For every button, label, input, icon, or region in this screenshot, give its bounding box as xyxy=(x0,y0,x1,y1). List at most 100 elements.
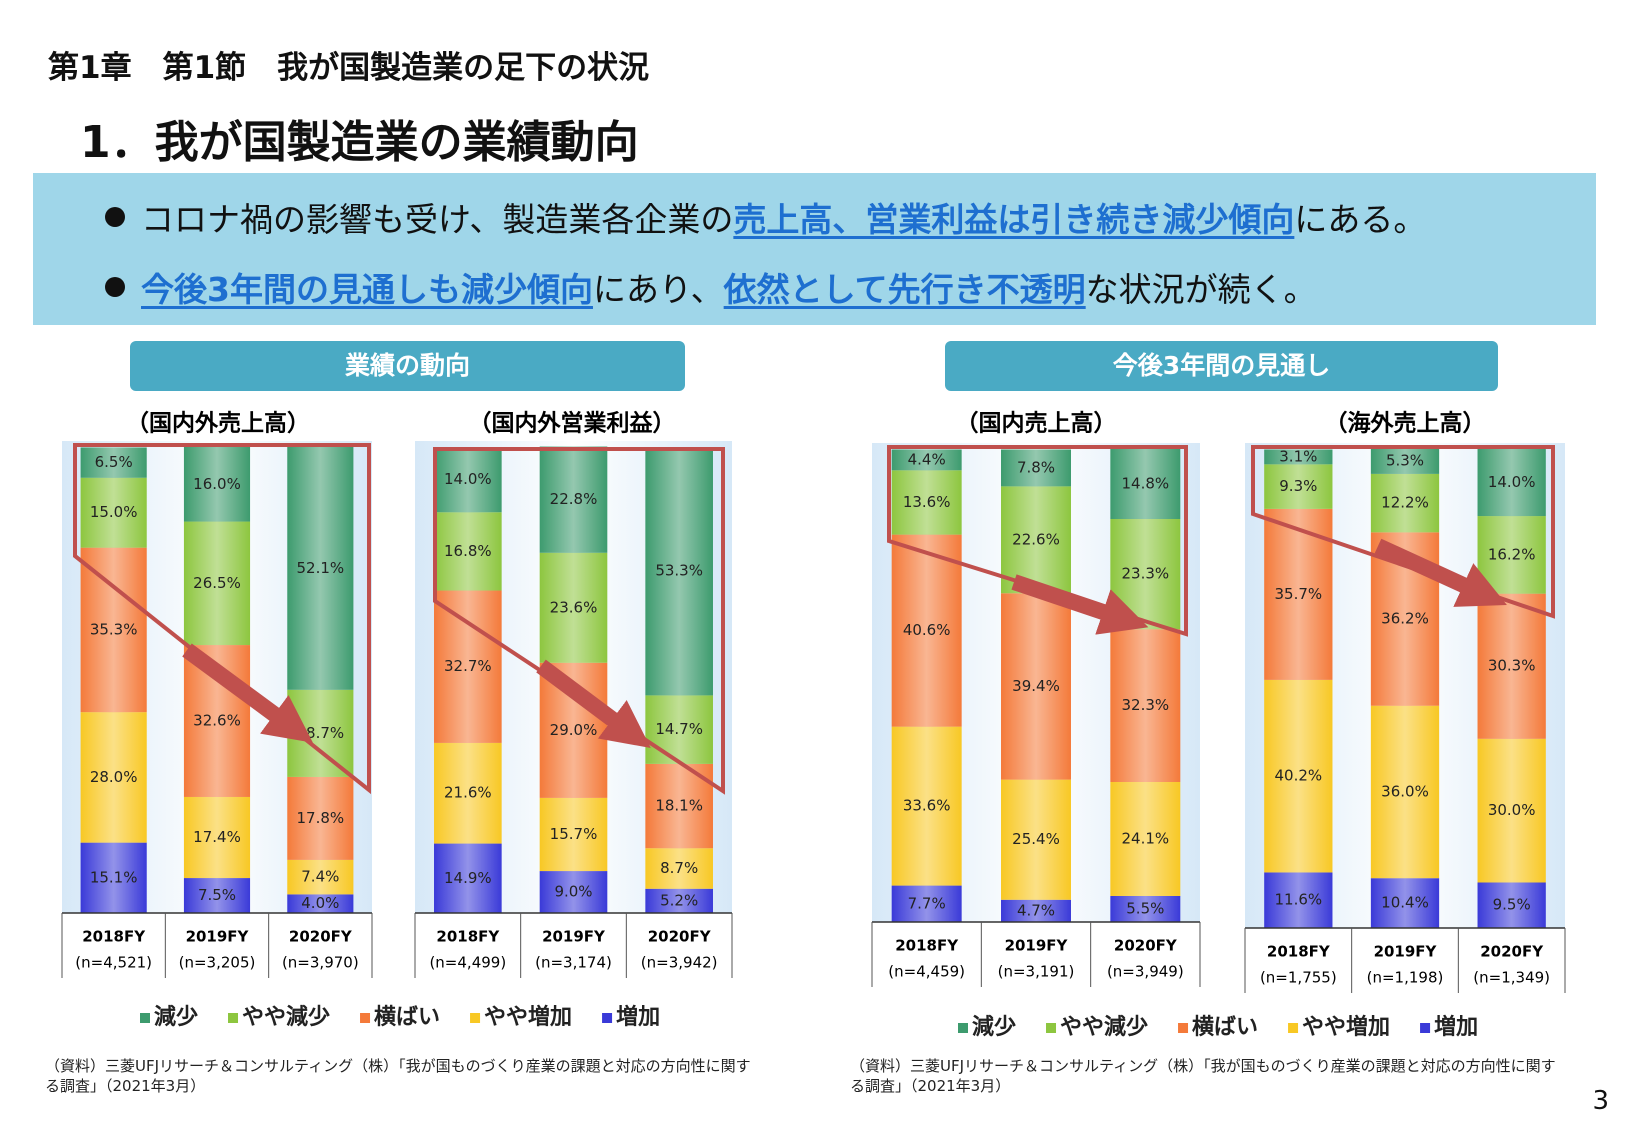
page-number: 3 xyxy=(1592,1086,1609,1116)
bar-sheen xyxy=(183,447,251,522)
sample-size: (n=3,949) xyxy=(1107,963,1184,981)
emphasis-text: 依然として先行き不透明 xyxy=(723,270,1086,309)
bar-sheen xyxy=(1001,486,1071,594)
legend-label: 横ばい xyxy=(1192,1015,1258,1040)
data-label: 32.3% xyxy=(1122,696,1170,714)
legend-swatch xyxy=(1288,1023,1299,1033)
bar-sheen xyxy=(80,447,147,478)
data-label: 35.7% xyxy=(1275,585,1323,603)
bar-sheen xyxy=(891,726,962,886)
bar-sheen xyxy=(434,742,502,844)
legend-swatch xyxy=(1178,1023,1189,1033)
trend-arrow xyxy=(1011,574,1149,635)
bar-sheen xyxy=(287,894,354,913)
data-label: 9.0% xyxy=(554,883,592,901)
trend-arrow xyxy=(1374,538,1507,607)
data-label: 26.5% xyxy=(193,574,241,592)
data-label: 15.7% xyxy=(550,825,598,843)
legend-swatch xyxy=(360,1013,371,1023)
bullet-text: にあり、 xyxy=(592,270,724,309)
data-label: 16.2% xyxy=(1488,545,1536,563)
bar-sheen xyxy=(1110,781,1181,896)
trend-overlay xyxy=(73,443,1555,795)
trend-arrow xyxy=(536,659,651,748)
data-label: 14.7% xyxy=(655,720,703,738)
legend-label: 横ばい xyxy=(374,1005,440,1030)
x-tick-label: 2019FY xyxy=(1005,937,1069,955)
highlight-frame xyxy=(73,443,371,795)
data-label: 29.0% xyxy=(550,721,598,739)
data-label: 9.5% xyxy=(1493,896,1531,914)
bar-sheen xyxy=(1477,882,1546,928)
bar-sheen xyxy=(1370,448,1440,474)
legend-swatch xyxy=(602,1013,613,1023)
bar-sheen xyxy=(1110,449,1181,520)
data-label: 6.5% xyxy=(95,453,133,471)
data-label: 7.5% xyxy=(198,886,236,904)
bar-sheen xyxy=(645,695,713,764)
data-label: 40.6% xyxy=(903,621,951,639)
data-label: 7.7% xyxy=(908,894,946,912)
bar-sheen xyxy=(183,521,251,646)
x-tick-label: 2020FY xyxy=(1114,937,1178,955)
x-tick-label: 2019FY xyxy=(1374,943,1438,961)
chapter-heading: 第1章 第1節 我が国製造業の足下の状況 xyxy=(48,50,650,86)
bullet-dot xyxy=(105,277,125,297)
data-label: 8.7% xyxy=(660,859,698,877)
data-label: 7.8% xyxy=(1017,458,1055,476)
bar-sheen xyxy=(1264,449,1333,465)
legend-label: やや減少 xyxy=(1060,1015,1148,1040)
panel-heading: 業績の動向 xyxy=(130,341,685,391)
bar-sheen xyxy=(1110,895,1181,922)
bar-sheen xyxy=(539,552,608,663)
data-label: 30.0% xyxy=(1488,801,1536,819)
legend-label: 減少 xyxy=(972,1015,1016,1040)
data-label: 9.3% xyxy=(1279,477,1317,495)
trend-arrow xyxy=(182,643,313,743)
data-label: 15.0% xyxy=(90,503,138,521)
summary-box: コロナ禍の影響も受け、製造業各企業の売上高、営業利益は引き続き減少傾向にある。今… xyxy=(33,173,1596,325)
bar-sheen xyxy=(645,848,713,889)
legend-swatch xyxy=(228,1013,239,1023)
data-label: 24.1% xyxy=(1122,829,1170,847)
bar-sheen xyxy=(1001,899,1071,922)
bar-sheen xyxy=(1370,705,1440,879)
data-label: 17.4% xyxy=(193,828,241,846)
slide-title: 1．我が国製造業の業績動向 xyxy=(80,117,639,168)
source-note: （資料）三菱UFJリサーチ＆コンサルティング（株）「我が国ものづくり産業の課題と… xyxy=(45,1057,751,1095)
data-label: 13.6% xyxy=(903,493,951,511)
x-tick-label: 2019FY xyxy=(542,928,606,946)
bar-sheen xyxy=(434,447,502,513)
data-label: 16.0% xyxy=(193,475,241,493)
highlight-frame xyxy=(887,445,1188,637)
bar-sheen xyxy=(80,547,147,713)
x-tick-label: 2018FY xyxy=(1267,943,1331,961)
data-label: 14.0% xyxy=(444,470,492,488)
bar-sheen xyxy=(287,859,354,895)
data-label: 5.2% xyxy=(660,891,698,909)
bar-sheen xyxy=(891,885,962,922)
bar-sheen xyxy=(1370,473,1440,533)
bar-sheen xyxy=(287,776,354,860)
data-label: 17.8% xyxy=(297,809,345,827)
bar-sheen xyxy=(891,449,962,471)
bar-sheen xyxy=(1477,738,1546,883)
data-label: 52.1% xyxy=(297,559,345,577)
data-label: 18.1% xyxy=(655,797,703,815)
sample-size: (n=4,521) xyxy=(75,954,152,972)
data-label: 53.3% xyxy=(655,562,703,580)
data-label: 10.4% xyxy=(1381,894,1429,912)
bar-sheen xyxy=(1001,593,1071,780)
bar-sheen xyxy=(1477,449,1546,517)
bar-sheen xyxy=(183,878,251,913)
bar-sheen xyxy=(891,534,962,727)
bar-sheen xyxy=(434,512,502,591)
legend-label: やや減少 xyxy=(242,1005,330,1030)
bar-sheen xyxy=(80,477,147,548)
data-label: 21.6% xyxy=(444,784,492,802)
chart-subtitle: （国内外売上高） xyxy=(126,410,310,437)
bar-sheen xyxy=(1001,449,1071,487)
data-label: 4.0% xyxy=(301,894,339,912)
sample-size: (n=4,459) xyxy=(888,963,965,981)
